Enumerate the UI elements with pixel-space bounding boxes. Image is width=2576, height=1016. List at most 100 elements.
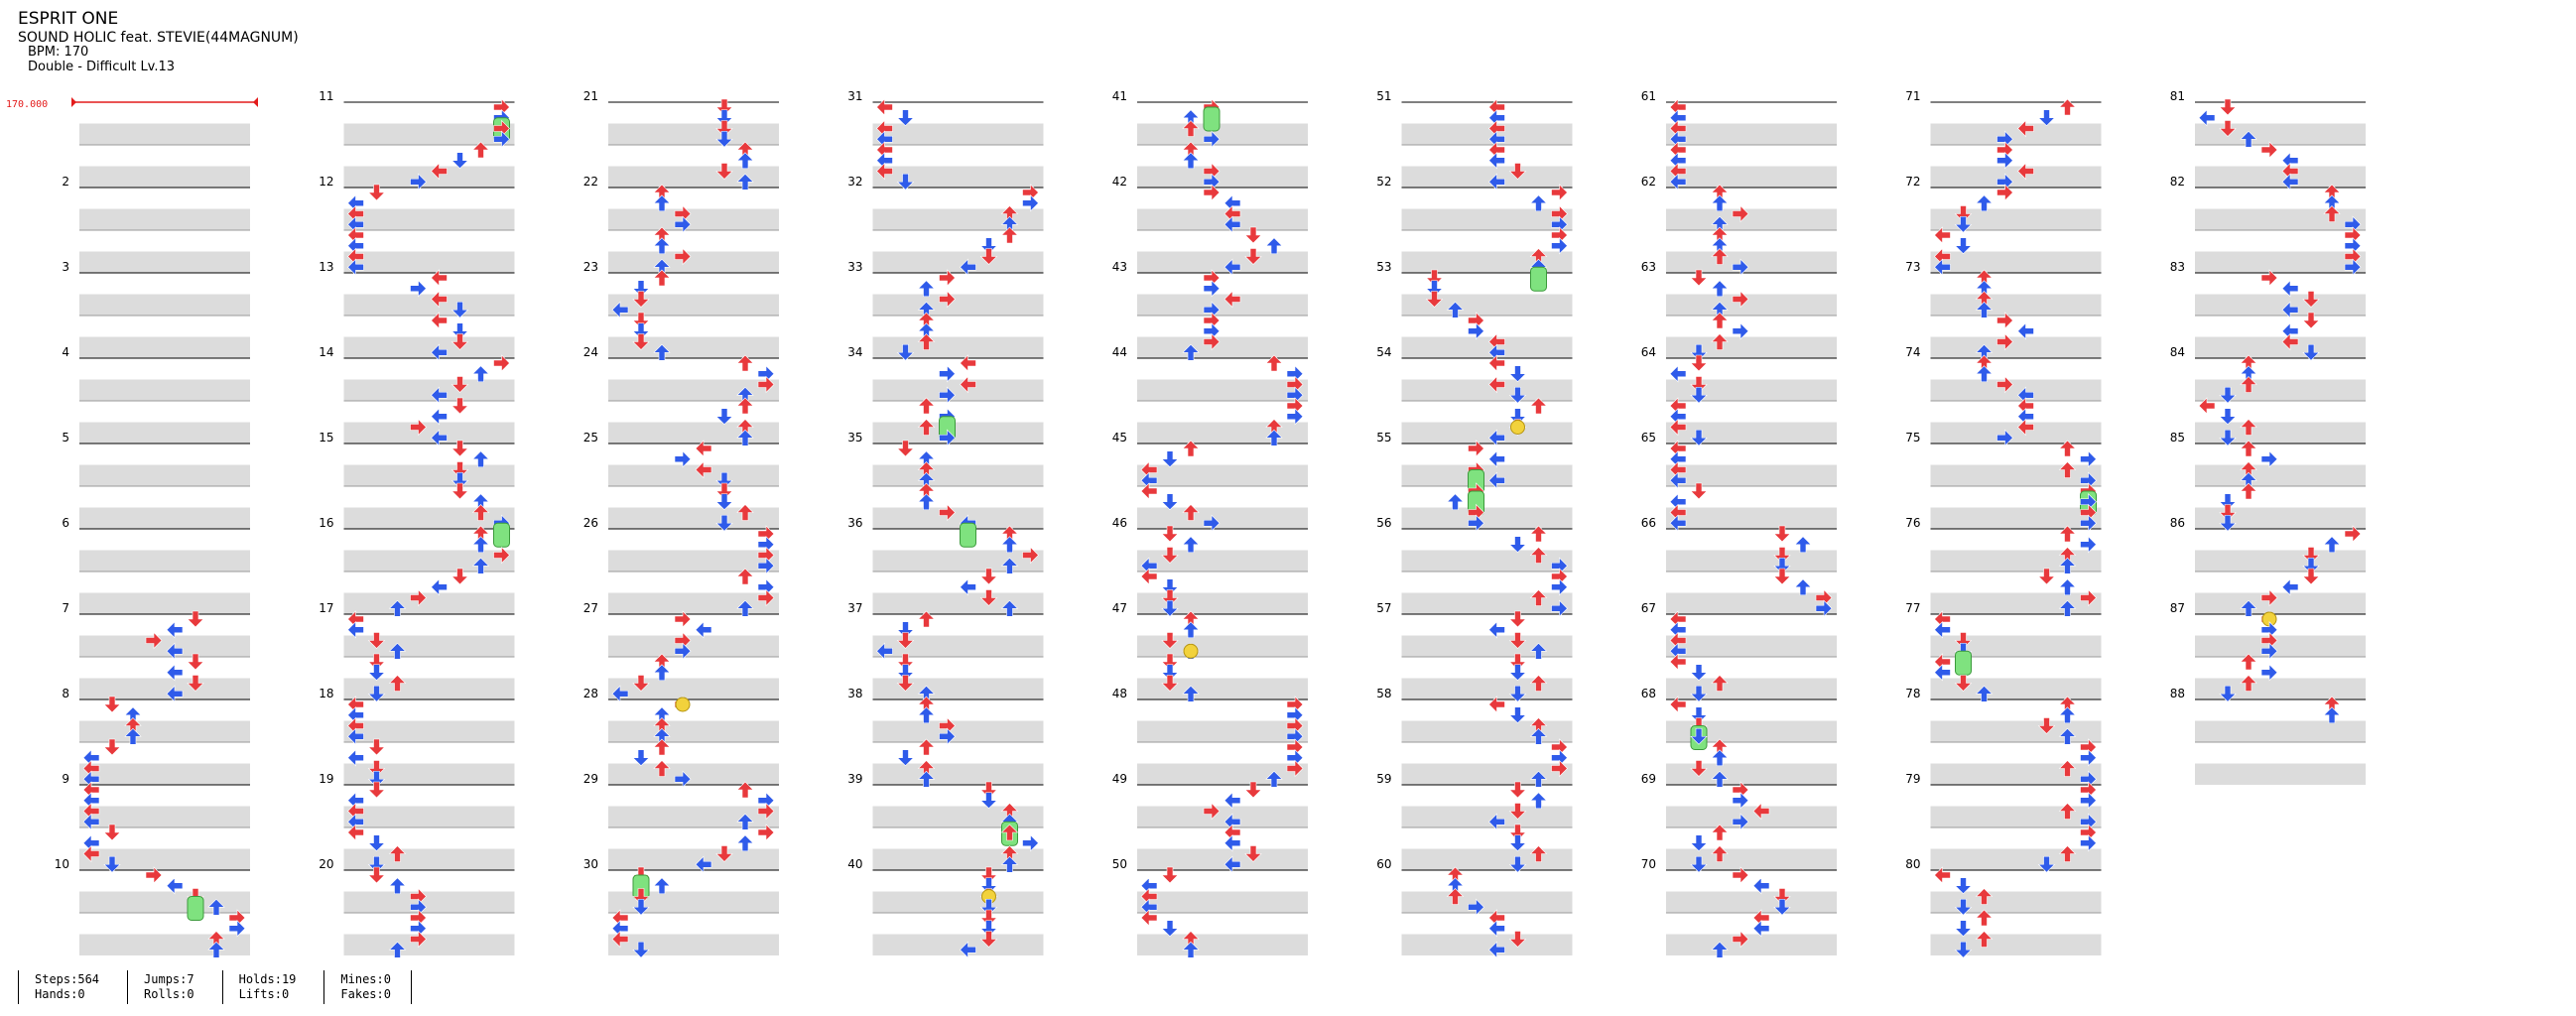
measure-28: 28 — [583, 687, 779, 785]
arrow-up-icon — [1000, 855, 1019, 873]
beat-stripe — [343, 379, 515, 401]
beat-stripe — [1137, 507, 1308, 529]
arrow-left-icon — [1140, 909, 1158, 927]
beat-stripe — [872, 848, 1044, 870]
arrow-right-icon — [1815, 599, 1833, 617]
measure-number: 34 — [847, 345, 862, 359]
arrow-right-icon — [939, 386, 956, 404]
measure-61: 61 — [1641, 89, 1837, 188]
arrow-up-icon — [1975, 888, 1994, 905]
arrow-down-icon — [451, 461, 469, 478]
measure-35: 35 — [847, 431, 1044, 529]
measure-number: 13 — [319, 260, 333, 274]
arrow-down-icon — [979, 792, 998, 810]
hold-icon — [1203, 106, 1221, 132]
measure-number: 72 — [1905, 175, 1920, 189]
measure-8: 8 — [62, 687, 250, 785]
arrow-up-icon — [1711, 675, 1729, 692]
arrow-down-icon — [2219, 504, 2237, 521]
song-bpm: BPM: 170 — [28, 44, 89, 60]
beat-stripe — [608, 763, 779, 785]
arrow-down-icon — [632, 749, 650, 767]
arrow-down-icon — [2219, 514, 2237, 532]
measure-72: 72 — [1905, 175, 2102, 273]
measure-number: 83 — [2170, 260, 2185, 274]
arrow-left-icon — [431, 162, 448, 181]
beat-stripe — [1137, 848, 1308, 870]
beat-stripe — [1137, 379, 1308, 401]
beat-stripe — [1666, 379, 1837, 401]
measure-number: 37 — [847, 601, 862, 615]
arrow-left-icon — [1224, 855, 1241, 873]
arrow-down-icon — [1244, 845, 1262, 862]
arrow-up-icon — [1711, 845, 1729, 862]
beat-stripe — [343, 336, 515, 358]
arrow-down-icon — [367, 866, 386, 884]
arrow-down-icon — [1425, 280, 1444, 298]
measure-52: 52 — [1376, 175, 1573, 273]
arrow-left-icon — [1669, 173, 1687, 190]
arrow-right-icon — [493, 546, 510, 565]
step-chart: 2345678910111213141516171819202122232425… — [6, 89, 2366, 958]
arrow-up-icon — [736, 813, 754, 830]
arrow-down-icon — [187, 675, 204, 692]
measure-number: 49 — [1112, 772, 1127, 786]
beat-stripe — [79, 464, 250, 486]
beat-stripe — [2195, 208, 2366, 230]
measure-39: 39 — [847, 772, 1044, 870]
measure-62: 62 — [1641, 175, 1837, 273]
measure-number: 30 — [583, 857, 598, 871]
beat-stripe — [1401, 208, 1573, 230]
measure-number: 60 — [1376, 857, 1391, 871]
arrow-down-icon — [632, 898, 650, 916]
arrow-down-icon — [451, 152, 469, 170]
arrow-up-icon — [736, 173, 754, 190]
beat-stripe — [1930, 848, 2102, 870]
beat-stripe — [608, 294, 779, 316]
measure-number: 48 — [1112, 687, 1127, 700]
measure-87: 87 — [2170, 601, 2366, 699]
beat-stripe — [2195, 635, 2366, 657]
hold-icon — [493, 522, 510, 548]
arrow-up-icon — [471, 557, 490, 574]
arrow-down-icon — [632, 312, 650, 329]
beat-stripe — [1930, 208, 2102, 230]
measure-34: 34 — [847, 345, 1044, 444]
arrow-up-icon — [1711, 770, 1729, 788]
arrow-right-icon — [939, 503, 956, 522]
arrow-down-icon — [1773, 525, 1791, 543]
measure-29: 29 — [583, 772, 779, 870]
bpm-marker: 170.000 — [6, 97, 258, 110]
arrow-down-icon — [1161, 866, 1179, 884]
beat-stripe — [343, 294, 515, 316]
measure-number: 64 — [1641, 345, 1656, 359]
beat-stripe — [343, 123, 515, 145]
arrow-down-icon — [632, 280, 650, 298]
beat-stripe — [1666, 806, 1837, 827]
arrow-left-icon — [82, 844, 100, 863]
beat-stripe — [1137, 550, 1308, 572]
arrow-down-icon — [1244, 781, 1262, 799]
arrow-down-icon — [1508, 536, 1527, 554]
arrow-down-icon — [2037, 568, 2056, 585]
arrow-down-icon — [1508, 824, 1527, 841]
arrow-right-icon — [939, 290, 956, 309]
arrow-down-icon — [2219, 685, 2237, 702]
measure-number: 41 — [1112, 89, 1127, 103]
measure-number: 55 — [1376, 431, 1391, 444]
beat-stripe — [608, 123, 779, 145]
measure-number: 87 — [2170, 601, 2185, 615]
beat-stripe — [79, 720, 250, 742]
hold-icon — [187, 896, 204, 921]
arrow-up-icon — [1529, 642, 1548, 660]
beat-stripe — [608, 592, 779, 614]
arrow-right-icon — [1732, 813, 1749, 830]
arrow-down-icon — [715, 845, 733, 862]
measure-2: 2 — [62, 175, 250, 273]
measure-number: 40 — [847, 857, 862, 871]
song-header: ESPRIT ONE SOUND HOLIC feat. STEVIE(44MA… — [18, 9, 299, 75]
beat-stripe — [2195, 123, 2366, 145]
measure-21: 21 — [583, 89, 779, 188]
arrow-right-icon — [410, 930, 427, 949]
beat-stripe — [608, 379, 779, 401]
